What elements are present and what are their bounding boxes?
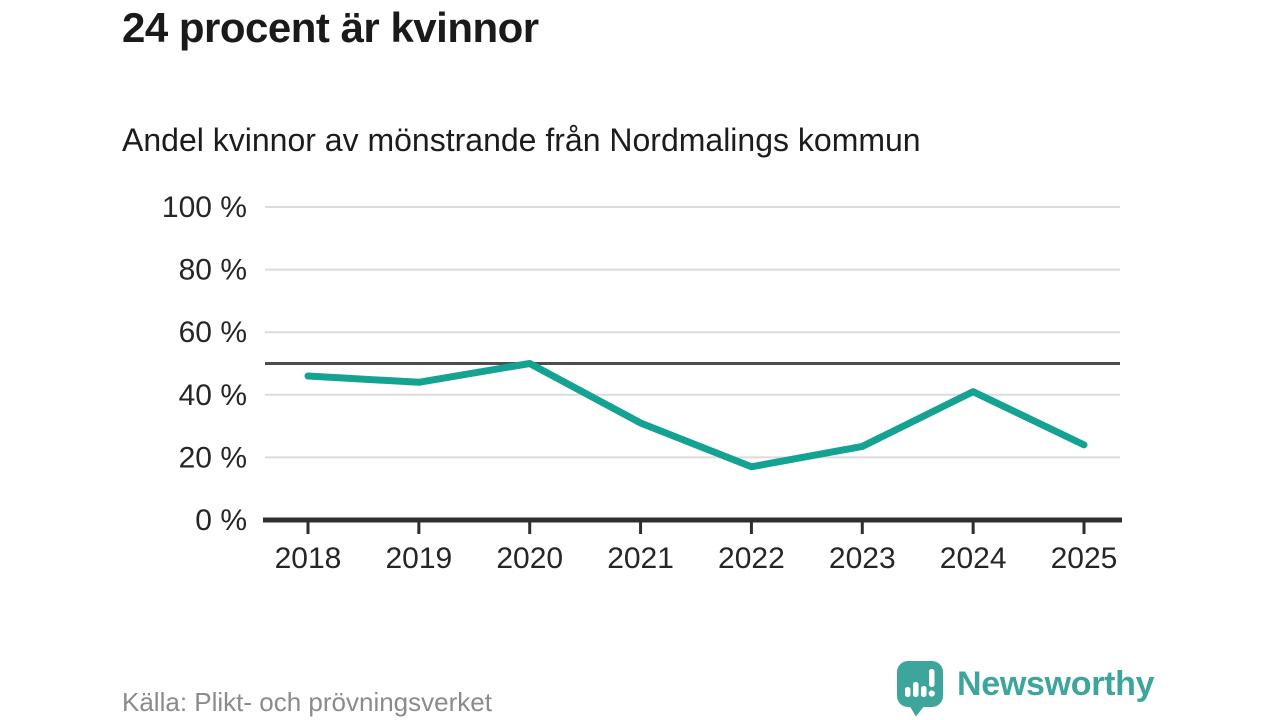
x-tick-label-2023: 2023	[829, 542, 896, 575]
x-tick-label-2018: 2018	[275, 542, 342, 575]
speech-bubble-tail	[909, 705, 925, 717]
x-tick-label-2020: 2020	[496, 542, 563, 575]
y-tick-label-20: 20 %	[179, 441, 247, 474]
source-note: Källa: Plikt- och prövningsverket	[122, 687, 492, 717]
logo-bar-2	[913, 682, 919, 697]
newsworthy-logo-icon	[897, 661, 943, 717]
y-tick-label-60: 60 %	[179, 316, 247, 349]
speech-bubble-shape	[897, 661, 943, 707]
y-tick-label-0: 0 %	[195, 504, 247, 537]
chart-subtitle: Andel kvinnor av mönstrande från Nordmal…	[122, 122, 921, 158]
x-tick-label-2024: 2024	[940, 542, 1007, 575]
newsworthy-logo: Newsworthy	[896, 660, 1155, 717]
logo-bar-3	[921, 686, 927, 697]
chart-title: 24 procent är kvinnor	[122, 4, 539, 51]
newsworthy-wordmark: Newsworthy	[957, 665, 1155, 703]
x-tick-label-2021: 2021	[607, 542, 674, 575]
logo-exclamation-dot	[928, 690, 935, 697]
y-tick-label-40: 40 %	[179, 379, 247, 412]
data-line-0	[304, 360, 1088, 471]
y-tick-label-80: 80 %	[179, 254, 247, 287]
logo-exclamation-bar	[929, 669, 935, 687]
x-tick-label-2019: 2019	[385, 542, 452, 575]
x-tick-label-2022: 2022	[718, 542, 785, 575]
x-tick-label-2025: 2025	[1051, 542, 1118, 575]
y-tick-label-100: 100 %	[162, 191, 247, 224]
logo-bar-1	[905, 687, 911, 697]
